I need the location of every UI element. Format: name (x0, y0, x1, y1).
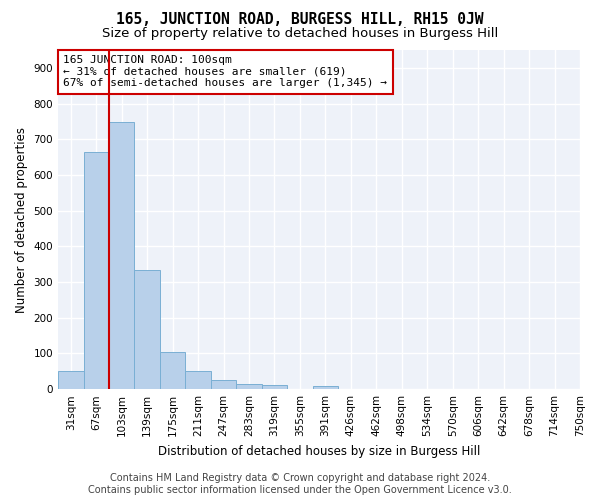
Bar (262, 385, 287, 389)
Text: Contains HM Land Registry data © Crown copyright and database right 2024.
Contai: Contains HM Land Registry data © Crown c… (88, 474, 512, 495)
Bar (134, 270, 160, 389)
Text: Size of property relative to detached houses in Burgess Hill: Size of property relative to detached ho… (102, 28, 498, 40)
Y-axis label: Number of detached properties: Number of detached properties (15, 126, 28, 312)
Bar (236, 384, 262, 389)
Bar (109, 122, 134, 389)
Bar (185, 370, 211, 389)
Bar (83, 152, 109, 389)
Text: 165 JUNCTION ROAD: 100sqm
← 31% of detached houses are smaller (619)
67% of semi: 165 JUNCTION ROAD: 100sqm ← 31% of detac… (63, 55, 387, 88)
Text: 165, JUNCTION ROAD, BURGESS HILL, RH15 0JW: 165, JUNCTION ROAD, BURGESS HILL, RH15 0… (116, 12, 484, 28)
X-axis label: Distribution of detached houses by size in Burgess Hill: Distribution of detached houses by size … (158, 444, 480, 458)
Bar (160, 352, 185, 389)
Bar (313, 386, 338, 389)
Bar (58, 370, 83, 389)
Bar (211, 380, 236, 389)
